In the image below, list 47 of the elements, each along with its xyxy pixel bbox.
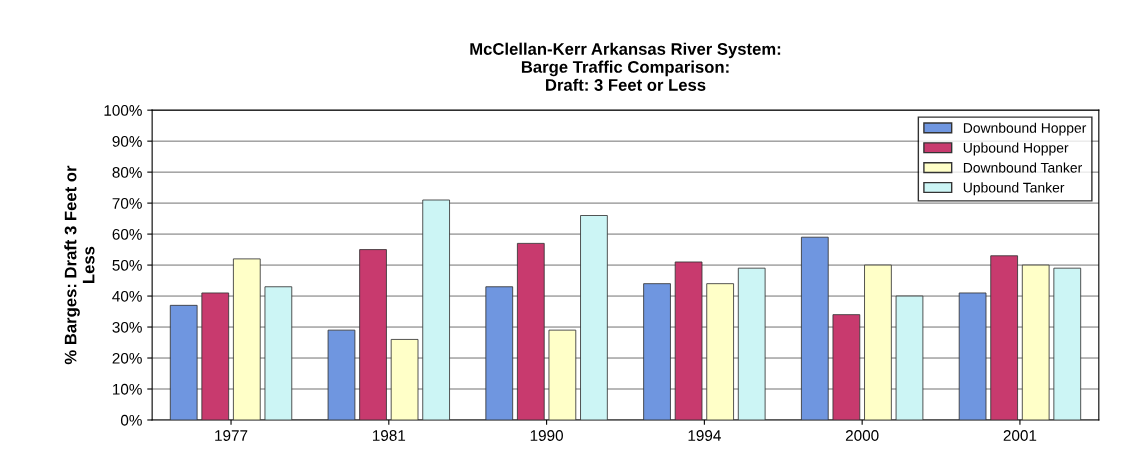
bar — [990, 255, 1018, 420]
bar — [580, 215, 608, 420]
y-tick-label: 0% — [120, 414, 142, 426]
bar — [201, 292, 230, 420]
x-tick-label: 1990 — [530, 430, 563, 441]
bar — [390, 339, 419, 420]
legend-label: Downbound Tanker — [963, 162, 1082, 173]
bar — [422, 199, 450, 420]
bar — [516, 242, 545, 420]
x-tick-label: 1994 — [688, 430, 721, 441]
legend-label: Upbound Hopper — [963, 142, 1069, 156]
bar — [232, 258, 261, 420]
legend-label: Downbound Hopper — [963, 122, 1087, 136]
bar — [958, 292, 987, 420]
y-tick-label: 100% — [104, 105, 142, 116]
bar — [832, 314, 861, 420]
bar — [548, 329, 577, 420]
y-tick-label: 30% — [112, 321, 142, 333]
bar — [485, 286, 514, 420]
bar — [800, 236, 829, 420]
bar — [737, 267, 766, 420]
y-tick-label: 50% — [112, 259, 142, 271]
bar — [895, 295, 924, 420]
y-tick-label: 70% — [112, 197, 142, 209]
x-tick-label: 2000 — [845, 430, 879, 441]
y-tick-label: 60% — [112, 228, 142, 240]
bar — [1021, 264, 1050, 420]
y-tick-label: 90% — [112, 136, 142, 147]
y-tick-label: 80% — [112, 166, 142, 178]
x-tick-label: 1981 — [372, 430, 406, 441]
x-tick-label: 2001 — [1003, 430, 1037, 441]
bar — [864, 264, 892, 420]
bar — [359, 249, 387, 420]
y-axis-title: % Barges: Draft 3 Feet or Less — [64, 165, 95, 365]
bar — [169, 304, 198, 420]
bar — [706, 283, 734, 420]
bar — [327, 329, 356, 420]
chart-title: McClellan-Kerr Arkansas River System: Barge Traffic Comparison: Draft: 3 Feet or Less — [470, 42, 781, 91]
bar — [1053, 267, 1082, 420]
bar — [264, 286, 293, 420]
bar — [643, 283, 671, 420]
y-tick-label: 10% — [113, 383, 142, 395]
y-tick-label: 20% — [112, 352, 142, 364]
x-tick-label: 1977 — [215, 430, 248, 441]
legend-label: Upbound Tanker — [963, 182, 1065, 196]
y-tick-label: 40% — [112, 290, 142, 302]
bar — [674, 261, 703, 420]
